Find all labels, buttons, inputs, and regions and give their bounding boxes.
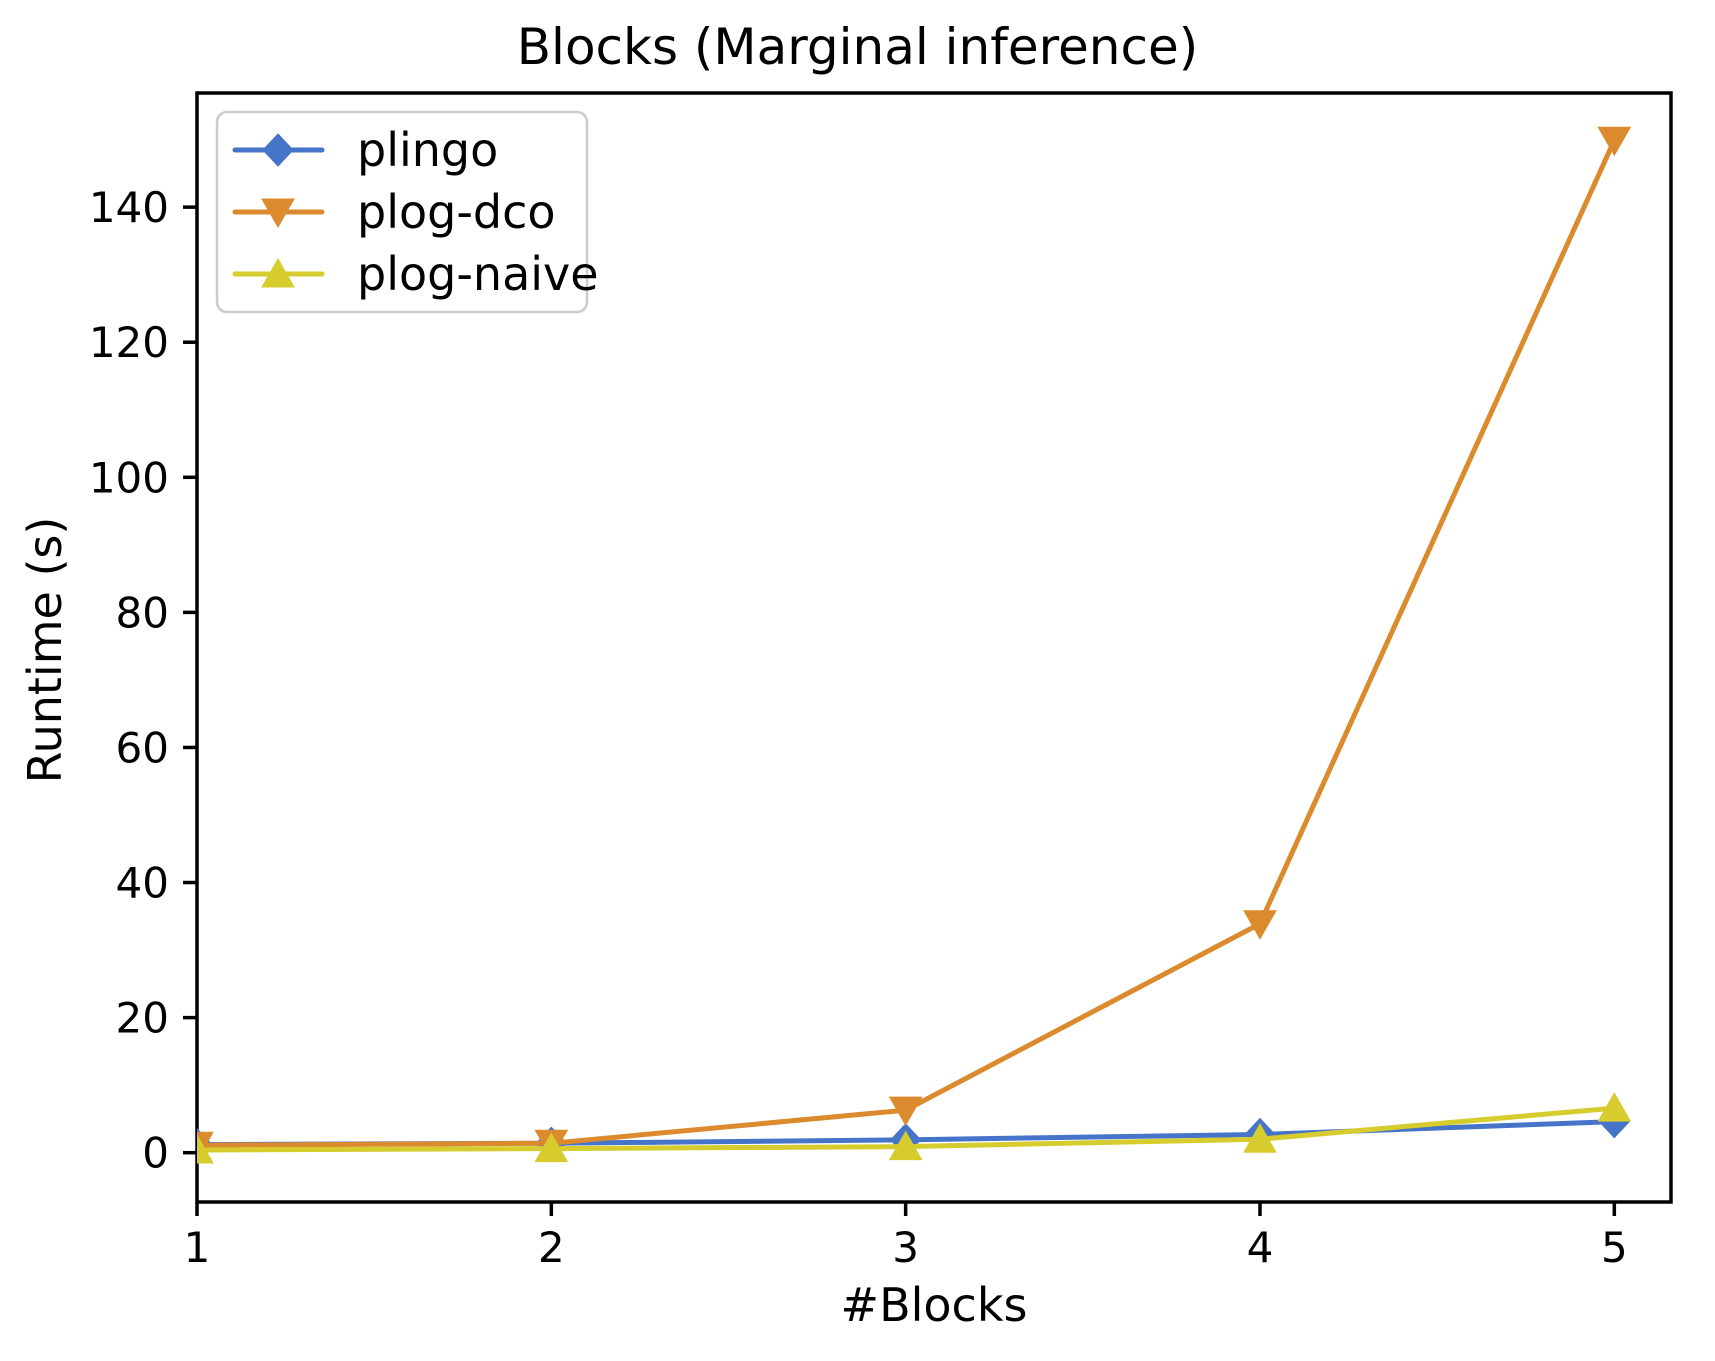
x-axis-label: #Blocks — [840, 1278, 1028, 1332]
legend: plingo plog-dco plog-naive — [215, 110, 599, 314]
y-axis-tick-label: 80 — [116, 588, 169, 637]
x-axis-tick-label: 5 — [1601, 1223, 1628, 1272]
series-marker-plog-naive — [197, 1133, 214, 1164]
x-axis-tick-label: 1 — [184, 1223, 211, 1272]
chart-title: Blocks (Marginal inference) — [516, 18, 1199, 76]
y-axis-tick-label: 120 — [89, 318, 169, 367]
x-axis-tick-label: 3 — [892, 1223, 919, 1272]
y-axis-tick-label: 60 — [116, 723, 169, 772]
series-marker-plog-dco — [1243, 910, 1277, 940]
y-axis-tick-label: 20 — [116, 994, 169, 1043]
series-group — [197, 126, 1632, 1164]
legend-marker-diamond-icon — [262, 133, 294, 167]
series-marker-plog-dco — [888, 1096, 923, 1127]
series-marker-plog-naive — [1243, 1123, 1277, 1153]
series-marker-plog-naive — [1597, 1092, 1632, 1122]
y-axis-tick-label: 100 — [89, 453, 169, 502]
legend-item-plingo: plingo — [232, 123, 498, 177]
legend-marker-triangle-up-icon — [261, 257, 295, 288]
x-axis-tick-label: 4 — [1247, 1223, 1274, 1272]
y-axis-tick-label: 40 — [116, 859, 169, 908]
legend-item-plog-dco: plog-dco — [232, 185, 556, 239]
series-marker-plog-dco — [1597, 126, 1632, 157]
series-marker-plog-naive — [534, 1132, 569, 1163]
y-axis-label: Runtime (s) — [18, 516, 72, 784]
plot-frame — [195, 91, 1673, 1204]
y-axis-tick-label: 140 — [89, 183, 169, 232]
legend-label: plingo — [357, 123, 498, 177]
y-axis-tick-label: 0 — [142, 1129, 169, 1178]
series-marker-plog-naive — [888, 1130, 923, 1161]
legend-label: plog-naive — [357, 247, 599, 301]
legend-item-plog-naive: plog-naive — [232, 247, 599, 301]
x-axis-tick-label: 2 — [538, 1223, 565, 1272]
legend-label: plog-dco — [357, 185, 556, 239]
legend-marker-triangle-down-icon — [261, 198, 295, 229]
legend-box — [215, 110, 589, 314]
